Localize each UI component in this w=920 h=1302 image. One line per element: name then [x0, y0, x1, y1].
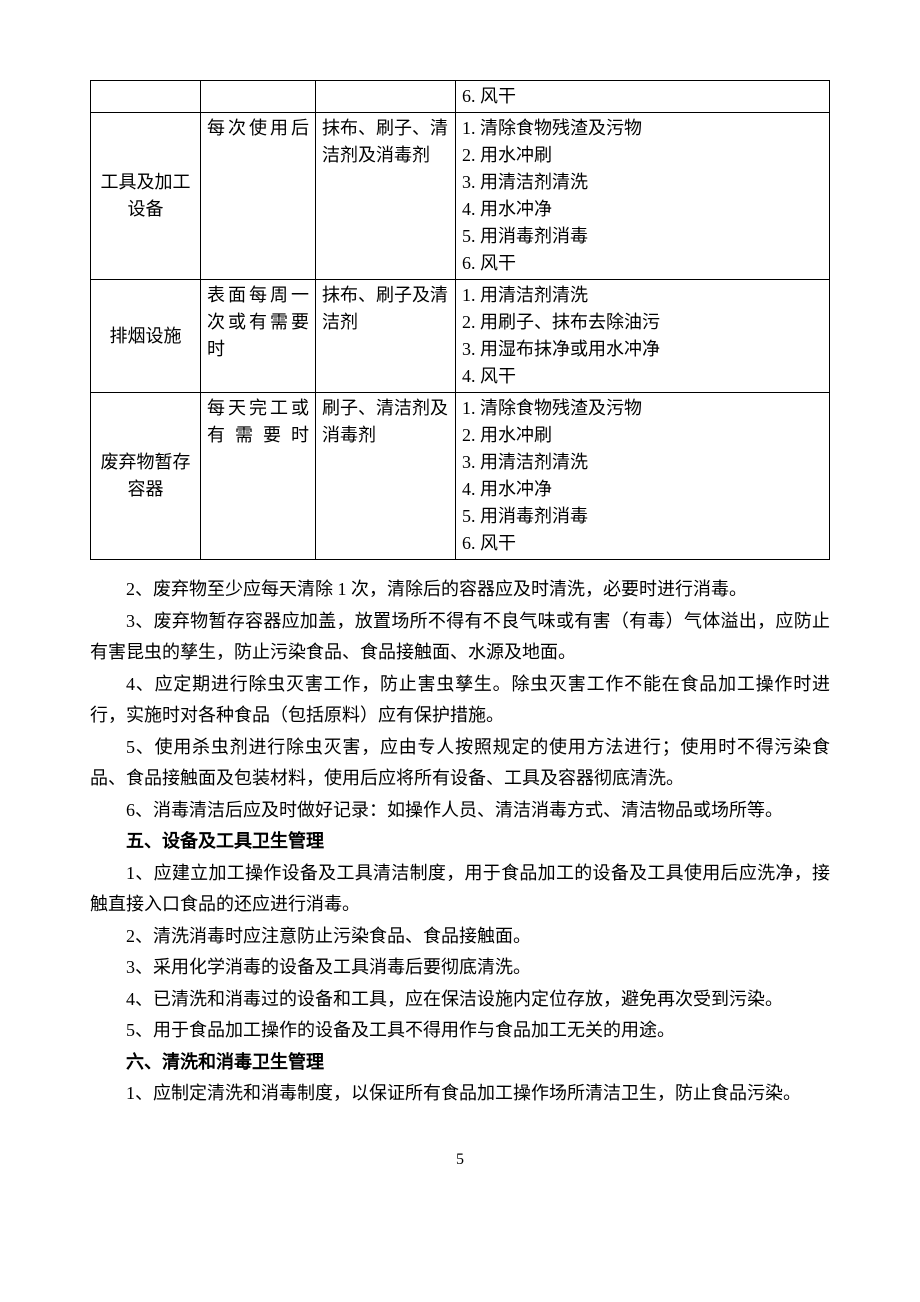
- step-line: 4. 用水冲净: [462, 196, 823, 223]
- paragraph-5: 5、使用杀虫剂进行除虫灭害，应由专人按照规定的使用方法进行；使用时不得污染食品、…: [90, 732, 830, 795]
- table-cell-tool: 抹布、刷子、清洁剂及消毒剂: [316, 113, 456, 280]
- paragraph-2: 2、废弃物至少应每天清除 1 次，清除后的容器应及时清洗，必要时进行消毒。: [90, 574, 830, 606]
- table-cell-frequency: [201, 81, 316, 113]
- paragraph-6: 6、消毒清洁后应及时做好记录：如操作人员、清洁消毒方式、清洁物品或场所等。: [90, 795, 830, 827]
- table-cell-steps: 1. 用清洁剂清洗2. 用刷子、抹布去除油污3. 用湿布抹净或用水冲净4. 风干: [456, 280, 830, 393]
- step-line: 2. 用水冲刷: [462, 422, 823, 449]
- table-cell-steps: 1. 清除食物残渣及污物2. 用水冲刷3. 用清洁剂清洗4. 用水冲净5. 用消…: [456, 393, 830, 560]
- table-row: 排烟设施表面每周一次或有需要时抹布、刷子及清洁剂1. 用清洁剂清洗2. 用刷子、…: [91, 280, 830, 393]
- step-line: 3. 用湿布抹净或用水冲净: [462, 336, 823, 363]
- table-row: 废弃物暂存容器每天完工或有需要时刷子、清洁剂及消毒剂1. 清除食物残渣及污物2.…: [91, 393, 830, 560]
- step-line: 5. 用消毒剂消毒: [462, 503, 823, 530]
- paragraph-5-2: 2、清洗消毒时应注意防止污染食品、食品接触面。: [90, 921, 830, 953]
- page-number: 5: [90, 1146, 830, 1174]
- paragraph-5-1: 1、应建立加工操作设备及工具清洁制度，用于食品加工的设备及工具使用后应洗净，接触…: [90, 858, 830, 921]
- step-line: 5. 用消毒剂消毒: [462, 223, 823, 250]
- step-line: 6. 风干: [462, 530, 823, 557]
- step-line: 1. 清除食物残渣及污物: [462, 395, 823, 422]
- table-cell-item: 工具及加工设备: [91, 113, 201, 280]
- step-line: 4. 用水冲净: [462, 476, 823, 503]
- step-line: 3. 用清洁剂清洗: [462, 169, 823, 196]
- paragraph-3: 3、废弃物暂存容器应加盖，放置场所不得有不良气味或有害（有毒）气体溢出，应防止有…: [90, 606, 830, 669]
- table-row: 6. 风干: [91, 81, 830, 113]
- step-line: 2. 用水冲刷: [462, 142, 823, 169]
- step-line: 6. 风干: [462, 250, 823, 277]
- table-cell-steps: 1. 清除食物残渣及污物2. 用水冲刷3. 用清洁剂清洗4. 用水冲净5. 用消…: [456, 113, 830, 280]
- paragraph-5-4: 4、已清洗和消毒过的设备和工具，应在保洁设施内定位存放，避免再次受到污染。: [90, 984, 830, 1016]
- step-line: 3. 用清洁剂清洗: [462, 449, 823, 476]
- step-line: 2. 用刷子、抹布去除油污: [462, 309, 823, 336]
- table-cell-item: [91, 81, 201, 113]
- paragraph-6-1: 1、应制定清洗和消毒制度，以保证所有食品加工操作场所清洁卫生，防止食品污染。: [90, 1078, 830, 1110]
- table-cell-item: 排烟设施: [91, 280, 201, 393]
- table-cell-tool: 刷子、清洁剂及消毒剂: [316, 393, 456, 560]
- step-line: 1. 用清洁剂清洗: [462, 282, 823, 309]
- paragraph-4: 4、应定期进行除虫灭害工作，防止害虫孳生。除虫灭害工作不能在食品加工操作时进行，…: [90, 669, 830, 732]
- sanitation-table: 6. 风干工具及加工设备每次使用后抹布、刷子、清洁剂及消毒剂1. 清除食物残渣及…: [90, 80, 830, 560]
- step-line: 1. 清除食物残渣及污物: [462, 115, 823, 142]
- step-line: 6. 风干: [462, 83, 823, 110]
- table-cell-frequency: 表面每周一次或有需要时: [201, 280, 316, 393]
- table-row: 工具及加工设备每次使用后抹布、刷子、清洁剂及消毒剂1. 清除食物残渣及污物2. …: [91, 113, 830, 280]
- heading-6: 六、清洗和消毒卫生管理: [90, 1047, 830, 1079]
- table-cell-tool: 抹布、刷子及清洁剂: [316, 280, 456, 393]
- paragraph-5-3: 3、采用化学消毒的设备及工具消毒后要彻底清洗。: [90, 952, 830, 984]
- paragraph-5-5: 5、用于食品加工操作的设备及工具不得用作与食品加工无关的用途。: [90, 1015, 830, 1047]
- table-cell-item: 废弃物暂存容器: [91, 393, 201, 560]
- table-cell-frequency: 每天完工或有需要时: [201, 393, 316, 560]
- table-cell-steps: 6. 风干: [456, 81, 830, 113]
- table-cell-tool: [316, 81, 456, 113]
- heading-5: 五、设备及工具卫生管理: [90, 826, 830, 858]
- table-cell-frequency: 每次使用后: [201, 113, 316, 280]
- step-line: 4. 风干: [462, 363, 823, 390]
